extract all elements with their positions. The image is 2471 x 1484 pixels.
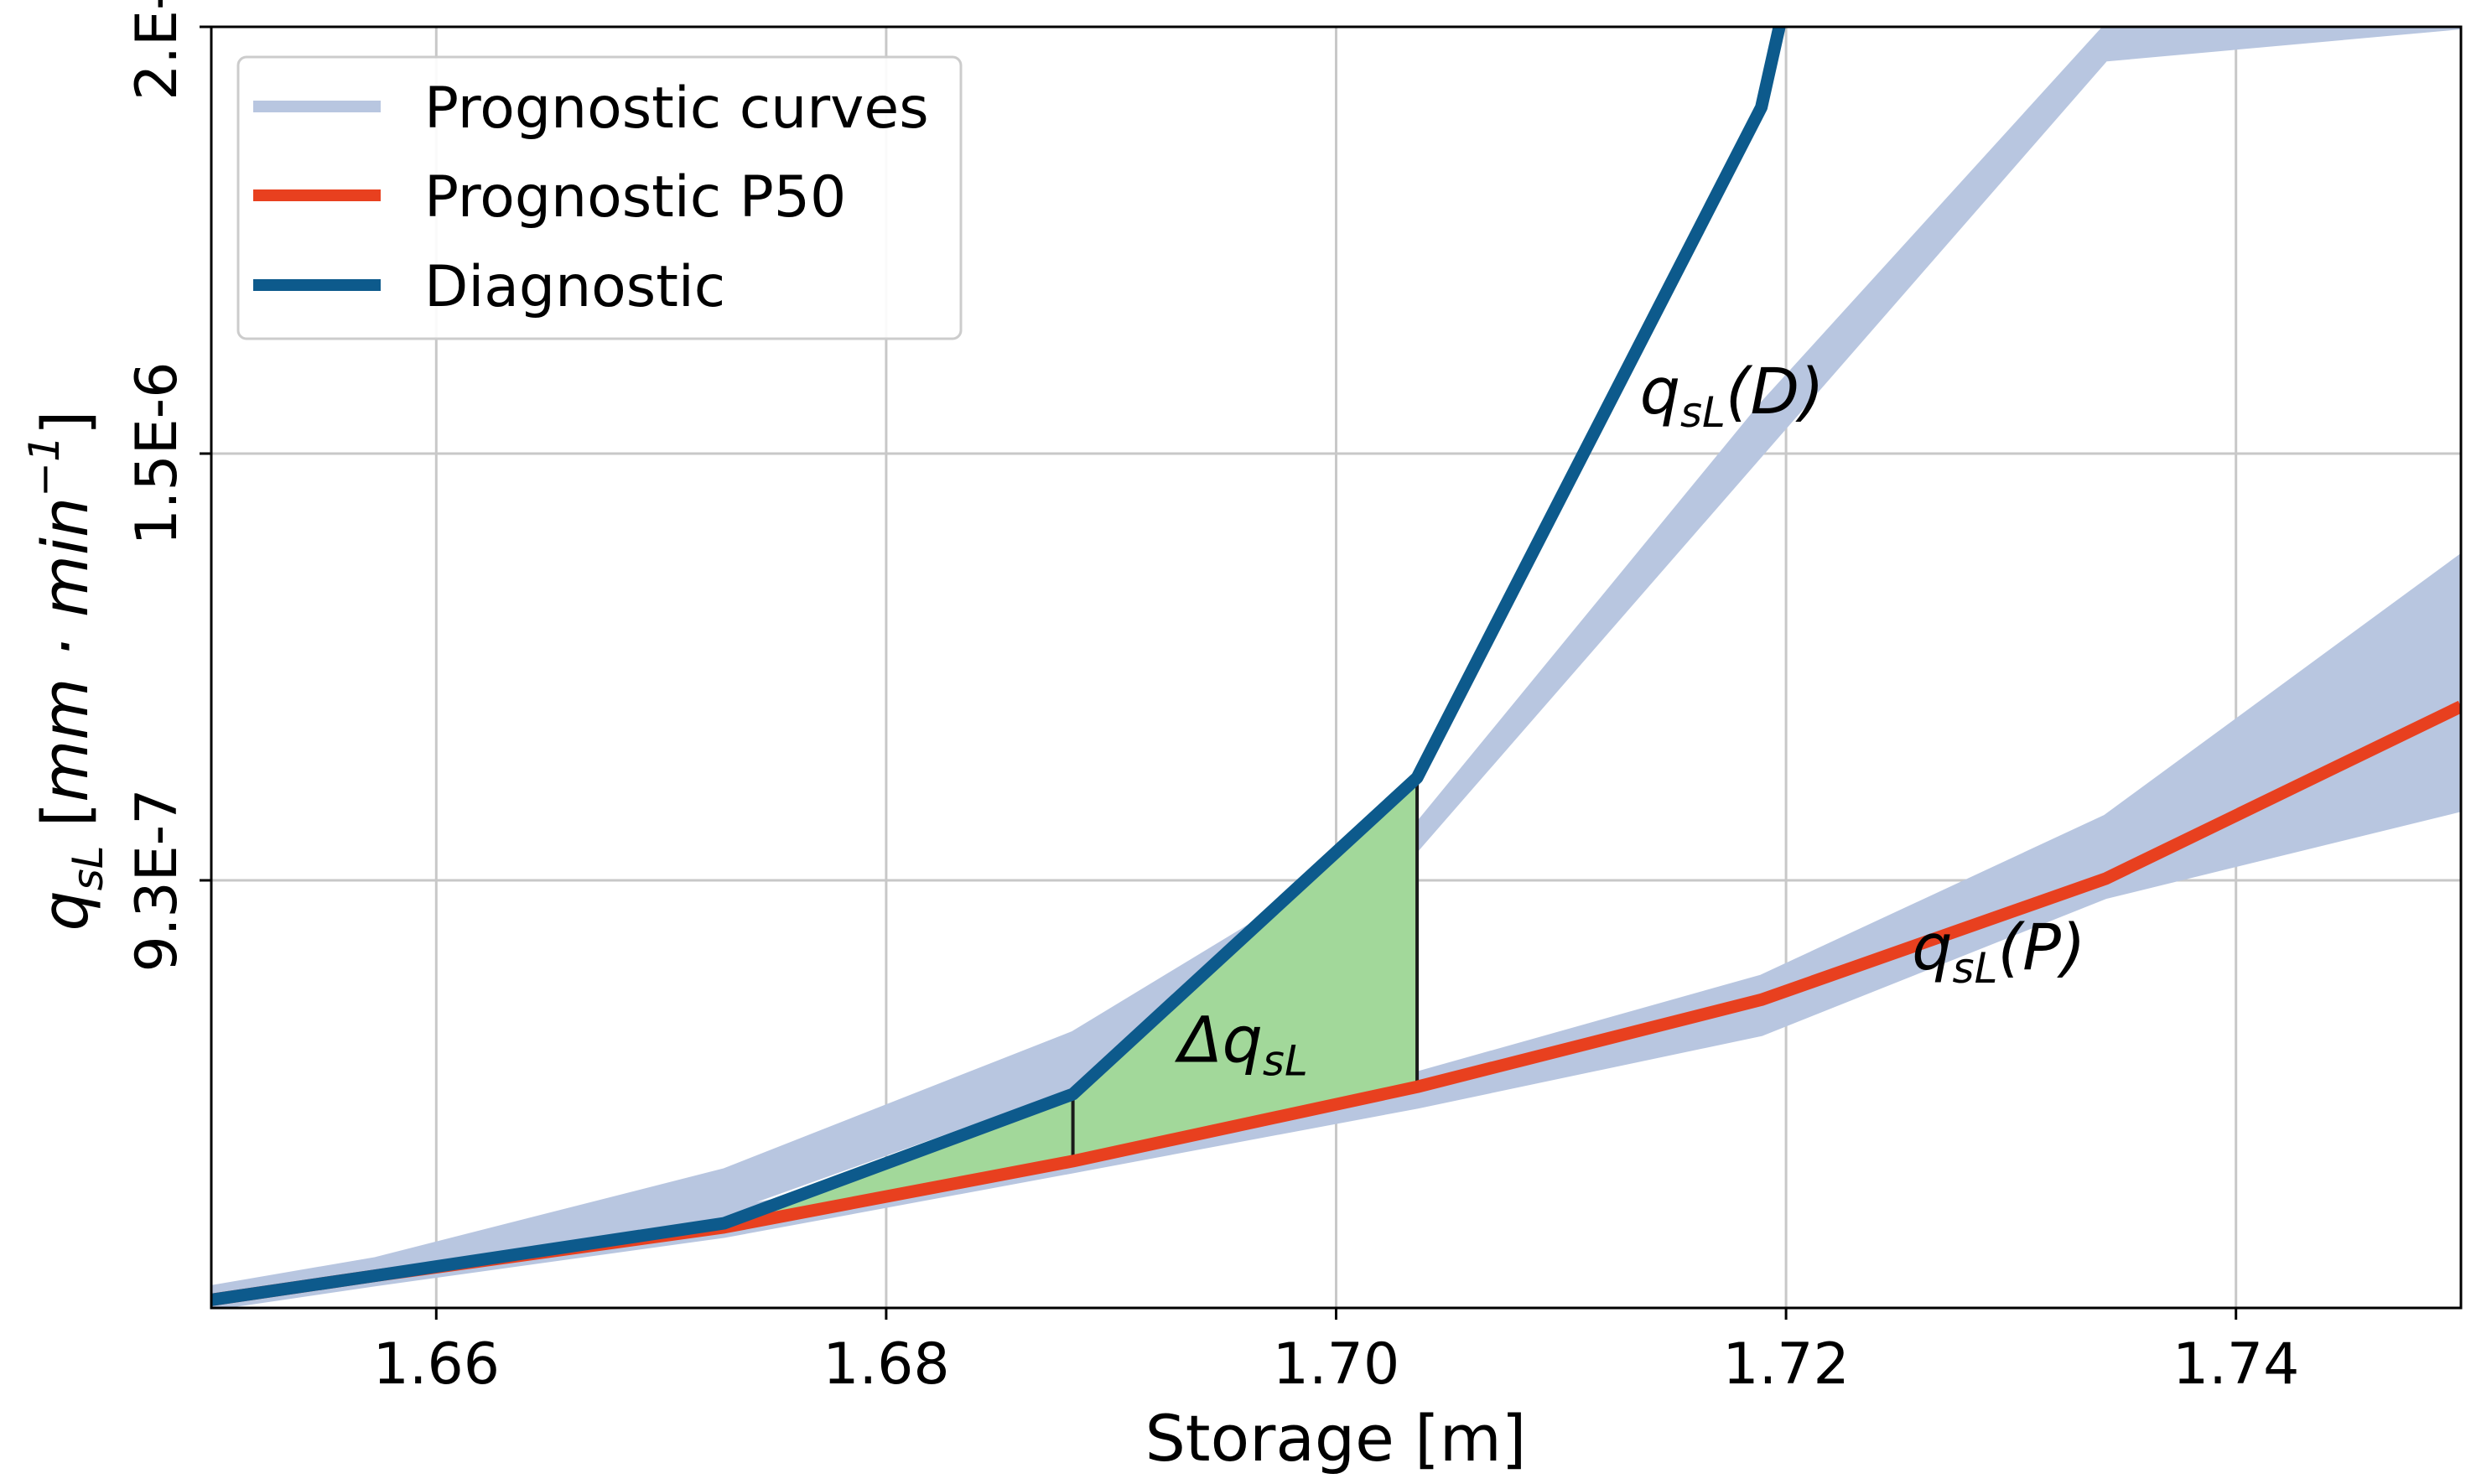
y-tick-label: 2.E-6 bbox=[124, 0, 190, 101]
y-axis-units-main: mm · min bbox=[28, 497, 102, 802]
y-tick-label: 9.3E-7 bbox=[124, 789, 190, 973]
x-axis-title: Storage [m] bbox=[1145, 1401, 1527, 1476]
x-tick-label: 1.72 bbox=[1722, 1331, 1849, 1398]
legend-box bbox=[236, 55, 963, 340]
y-axis-title: qsL [mm · min−1] bbox=[20, 410, 112, 931]
y-tick-label: 1.5E-6 bbox=[124, 362, 190, 546]
x-tick-label: 1.74 bbox=[2173, 1331, 2299, 1398]
legend: Prognostic curves Prognostic P50 Diagnos… bbox=[236, 55, 963, 340]
annotation-d: qsL(D) bbox=[1640, 354, 1825, 437]
delta-area bbox=[724, 777, 1418, 1227]
annotation-p: qsL(P) bbox=[1912, 910, 2085, 993]
y-axis-symbol: q bbox=[28, 890, 102, 931]
tick-marks bbox=[200, 25, 2238, 1320]
x-tick-label: 1.68 bbox=[823, 1331, 949, 1398]
legend-label-prognostic-p50: Prognostic P50 bbox=[424, 164, 846, 231]
data-layer bbox=[211, 27, 2461, 1308]
x-tick-label: 1.70 bbox=[1273, 1331, 1399, 1398]
y-axis-units-close: ] bbox=[28, 410, 102, 435]
tick-labels: 1.66 1.68 1.70 1.72 1.74 9.3E-7 1.5E-6 2.E-6 bbox=[124, 0, 2299, 1398]
y-axis-subscript: sL bbox=[64, 845, 112, 890]
y-axis-units-exp: −1 bbox=[20, 435, 69, 497]
legend-label-diagnostic: Diagnostic bbox=[424, 254, 725, 320]
legend-label-prognostic-curves: Prognostic curves bbox=[424, 75, 929, 142]
x-tick-label: 1.66 bbox=[373, 1331, 500, 1398]
annotations: qsL(D) qsL(P) ΔqsL bbox=[1175, 354, 2086, 1086]
y-axis-units-open: [ bbox=[28, 802, 102, 828]
annotation-delta: ΔqsL bbox=[1175, 1003, 1308, 1086]
series-line-diagnostic bbox=[211, 27, 1786, 1306]
